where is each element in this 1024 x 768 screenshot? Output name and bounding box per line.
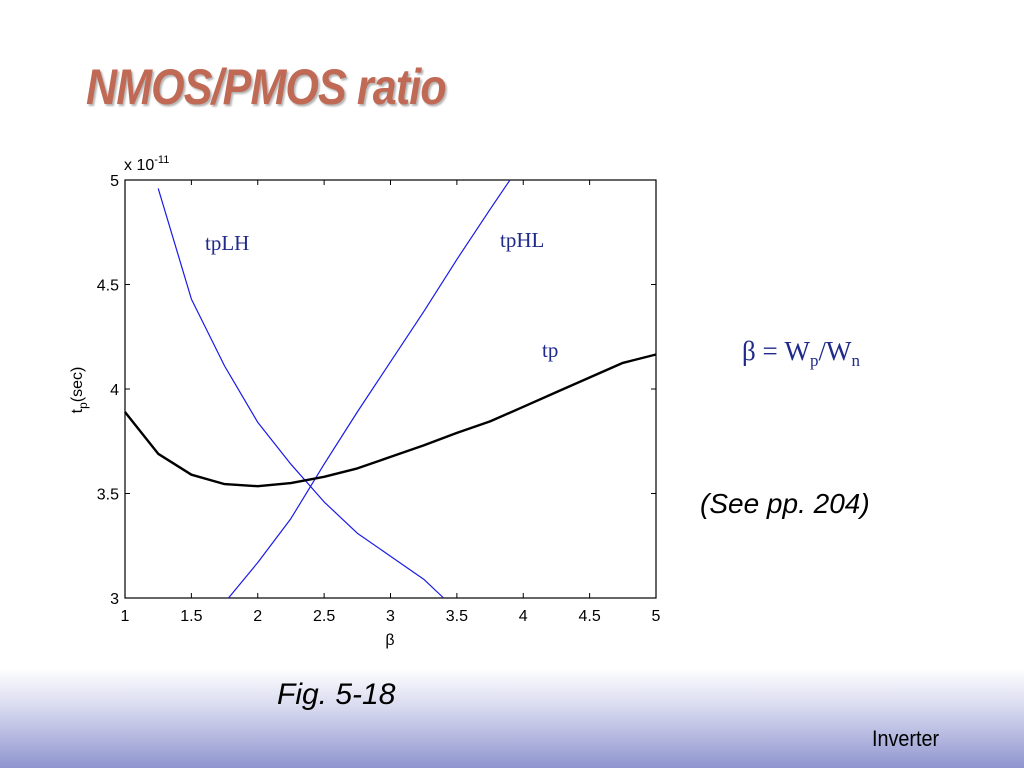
x-tick-label: 3.5 [446, 608, 468, 625]
y-tick-label: 4 [110, 382, 119, 399]
x-tick-label: 4 [519, 608, 528, 625]
x-tick-label: 3 [386, 608, 395, 625]
x-axis-label: β [385, 632, 394, 649]
series-line-tp [124, 353, 657, 488]
x-tick-label: 1.5 [180, 608, 202, 625]
footer-gradient-band [0, 668, 1024, 768]
axis-ticks [124, 179, 657, 599]
series-label-tphl: tpHL [500, 228, 544, 252]
footer-section-label: Inverter [872, 726, 940, 751]
x-tick-label: 2.5 [313, 608, 335, 625]
y-tick-label: 4.5 [97, 278, 119, 295]
slide-title: NMOS/PMOS ratio [86, 59, 447, 115]
series-label-tp: tp [542, 338, 558, 362]
y-axis-label: tp(sec) [69, 367, 90, 414]
y-tick-label: 3 [110, 591, 119, 608]
x-tick-label: 2 [253, 608, 262, 625]
x-tick-label: 1 [121, 608, 130, 625]
y-tick-label: 5 [110, 173, 119, 190]
x-tick-label: 4.5 [579, 608, 601, 625]
series-line-tplh [157, 188, 445, 599]
series-label-tplh: tpLH [205, 231, 249, 255]
series-lines [124, 179, 657, 599]
beta-formula: β = Wp/Wn [742, 336, 860, 370]
y-axis-multiplier: x 10-11 [124, 154, 169, 174]
page-reference-note: (See pp. 204) [700, 488, 870, 519]
x-tick-labels: 1 1.5 2 2.5 3 3.5 4 4.5 5 [121, 608, 661, 625]
y-tick-labels: 3 3.5 4 4.5 5 [97, 173, 119, 608]
y-tick-label: 3.5 [97, 487, 119, 504]
x-tick-label: 5 [652, 608, 661, 625]
figure-caption: Fig. 5-18 [277, 678, 396, 711]
series-line-tphl [228, 179, 511, 599]
